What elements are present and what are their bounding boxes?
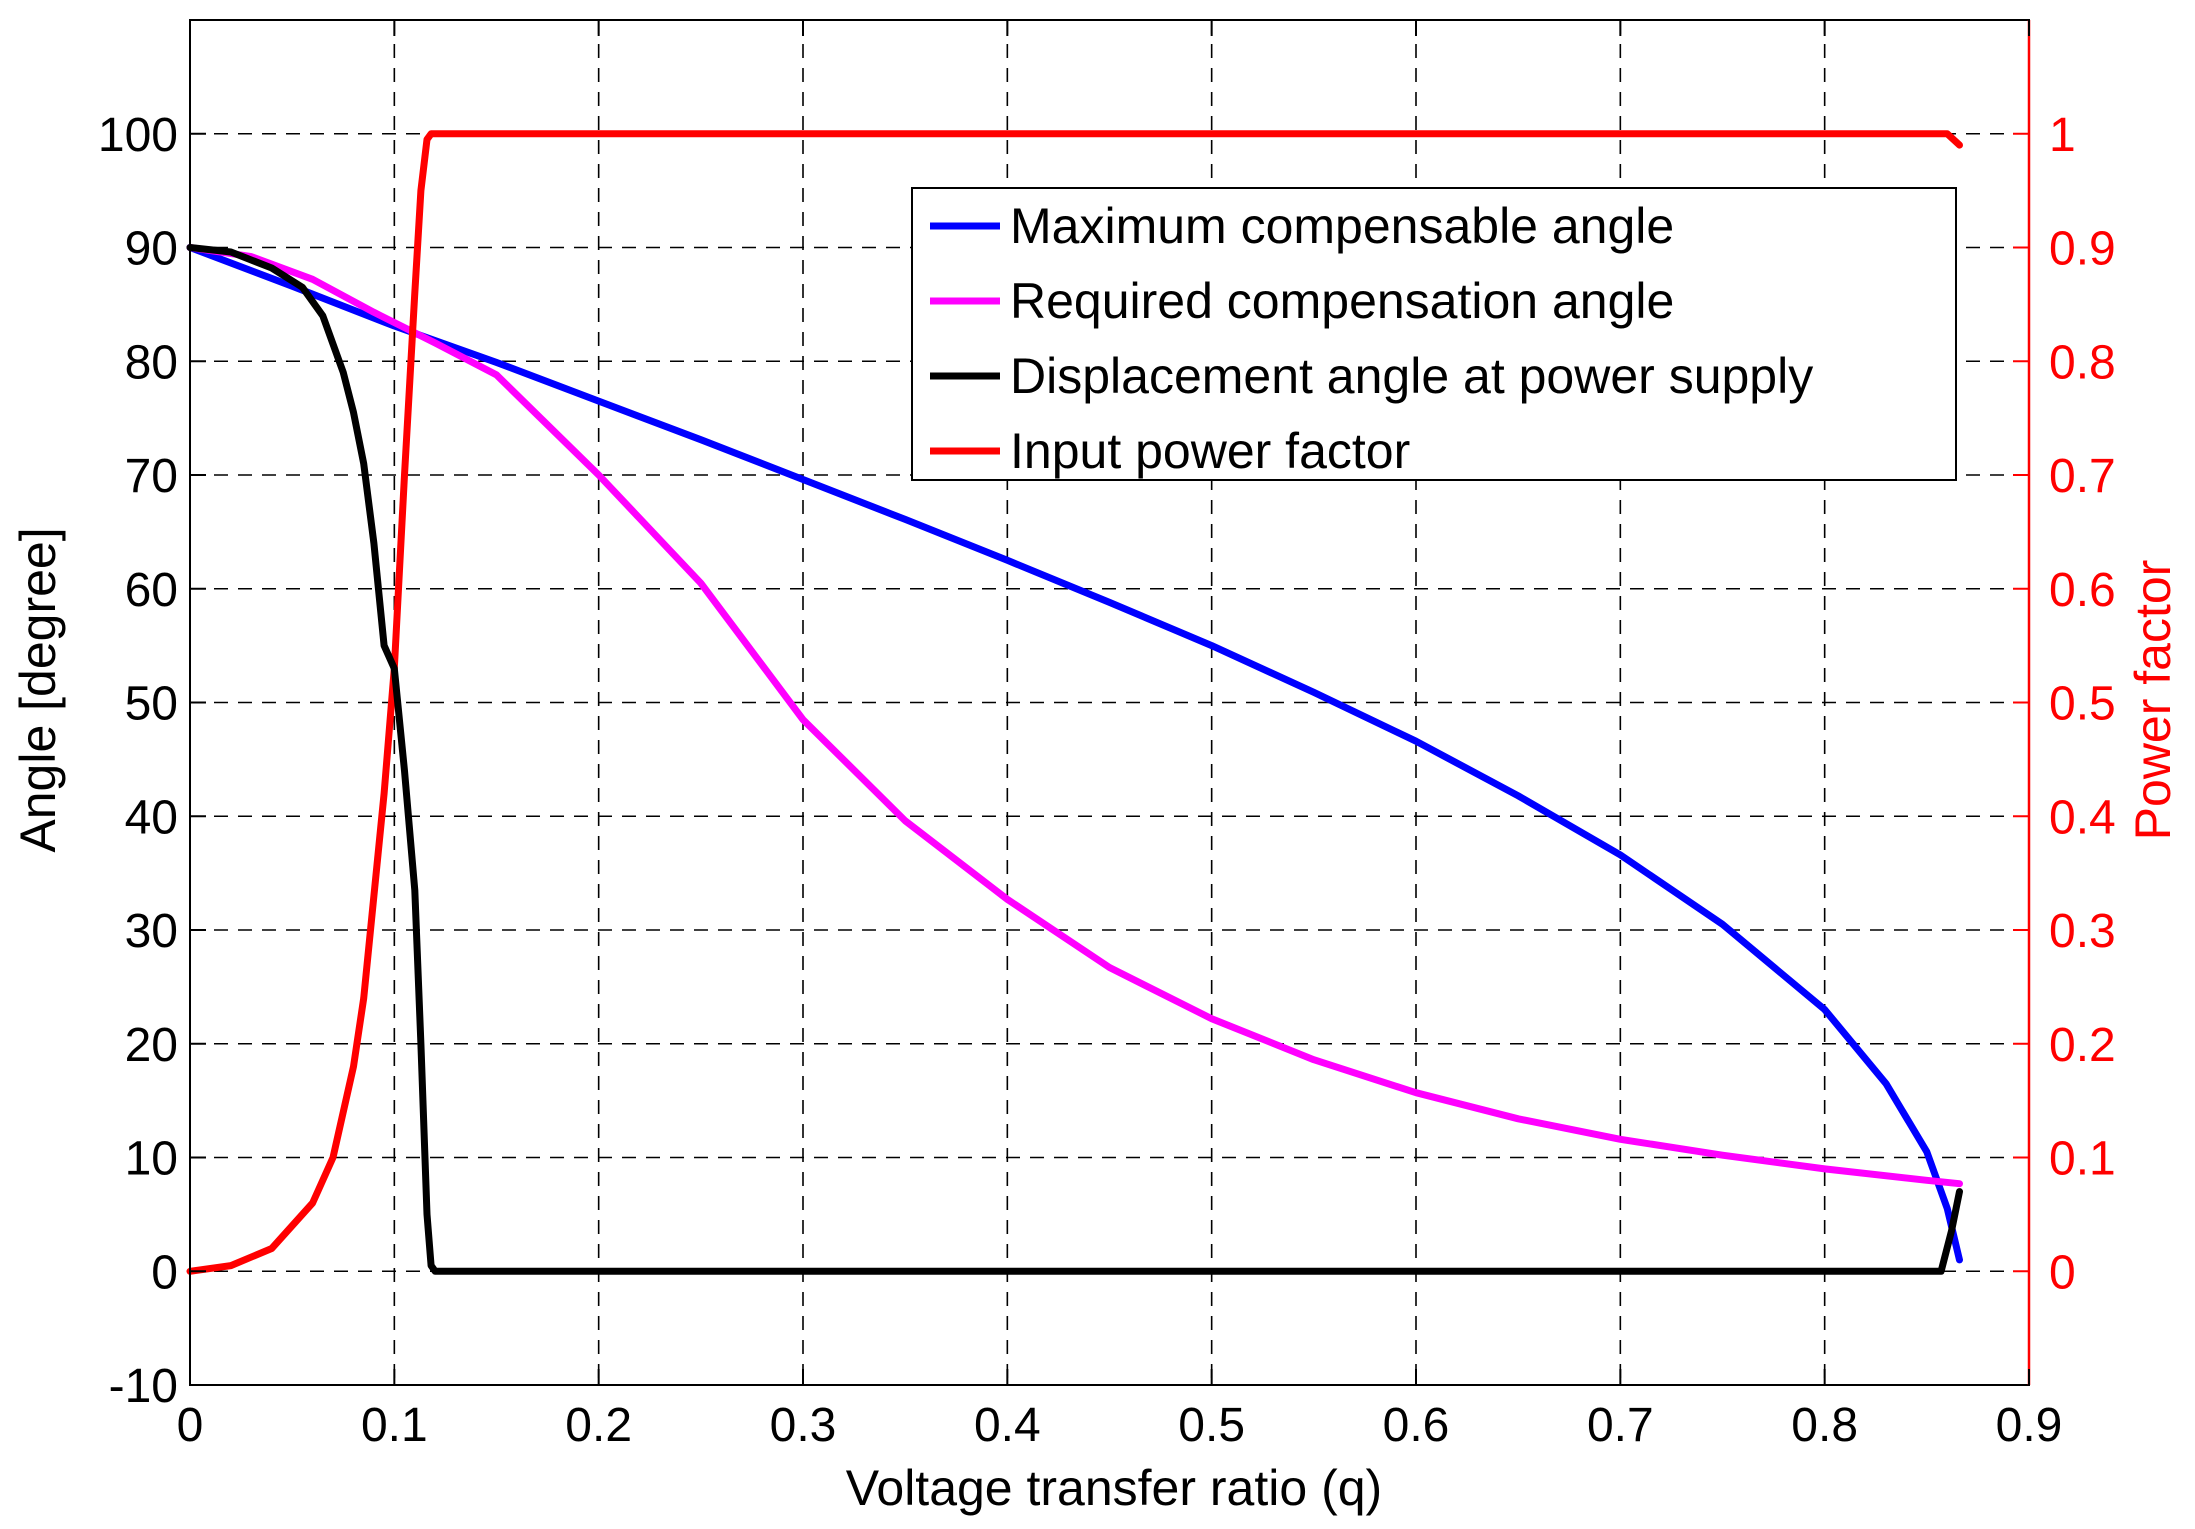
- y2-tick-label: 0.5: [2049, 678, 2116, 731]
- y2-tick-label: 0: [2049, 1246, 2076, 1299]
- series-line-1: [186, 244, 1963, 1188]
- x-tick-label: 0.1: [361, 1399, 428, 1452]
- y2-tick-label: 0.6: [2049, 564, 2116, 617]
- x-axis-label: Voltage transfer ratio (q): [846, 1460, 1382, 1516]
- y2-tick-label: 0.8: [2049, 336, 2116, 389]
- y-axis-label: Angle [degree]: [10, 527, 66, 852]
- y2-tick-label: 1: [2049, 109, 2076, 162]
- x-tick-label: 0.2: [565, 1399, 632, 1452]
- x-tick-label: 0.7: [1587, 1399, 1654, 1452]
- legend-box: [911, 187, 1957, 481]
- y2-axis-label: Power factor: [2125, 560, 2181, 841]
- y-tick-label: 50: [125, 678, 178, 731]
- x-tick-label: 0.6: [1383, 1399, 1450, 1452]
- legend-label: Input power factor: [1010, 423, 1410, 479]
- x-tick-label: 0.9: [1996, 1399, 2063, 1452]
- legend-label: Required compensation angle: [1010, 273, 1674, 329]
- y2-tick-label: 0.7: [2049, 450, 2116, 503]
- series-line-0: [186, 244, 1963, 1264]
- y-tick-label: 40: [125, 791, 178, 844]
- legend: Maximum compensable angle Required compen…: [911, 187, 1957, 481]
- y-tick-label: 20: [125, 1019, 178, 1072]
- x-tick-label: 0.4: [974, 1399, 1041, 1452]
- y2-tick-label: 0.1: [2049, 1133, 2116, 1186]
- x-tick-label: 0: [177, 1399, 204, 1452]
- y2-tick-label: 0.4: [2049, 791, 2116, 844]
- x-tick-label: 0.3: [770, 1399, 837, 1452]
- y-tick-label: 80: [125, 336, 178, 389]
- y2-tick-label: 0.2: [2049, 1019, 2116, 1072]
- legend-label: Displacement angle at power supply: [1010, 348, 1813, 404]
- y-tick-label: 70: [125, 450, 178, 503]
- y-tick-label: 10: [125, 1133, 178, 1186]
- y-tick-label: 0: [151, 1246, 178, 1299]
- x-tick-label: 0.8: [1791, 1399, 1858, 1452]
- right-axis-ticks: 0 0.1 0.2 0.3 0.4 0.5 0.6 0.7 0.8 0.9 1: [2013, 109, 2116, 1299]
- x-tick-label: 0.5: [1178, 1399, 1245, 1452]
- left-axis-ticks: -10 0 10 20 30 40 50 60 70 80 90 100: [98, 109, 206, 1413]
- series-line-2: [186, 244, 1963, 1275]
- y-tick-label: 60: [125, 564, 178, 617]
- y-tick-label: 100: [98, 109, 178, 162]
- y2-tick-label: 0.3: [2049, 905, 2116, 958]
- x-axis-ticks: 0 0.1 0.2 0.3 0.4 0.5 0.6 0.7 0.8 0.9: [177, 20, 2063, 1452]
- y2-tick-label: 0.9: [2049, 223, 2116, 276]
- y-tick-label: 90: [125, 223, 178, 276]
- y-tick-label: 30: [125, 905, 178, 958]
- legend-label: Maximum compensable angle: [1010, 198, 1674, 254]
- y-tick-label: -10: [109, 1360, 178, 1413]
- series-layer: [186, 130, 1963, 1275]
